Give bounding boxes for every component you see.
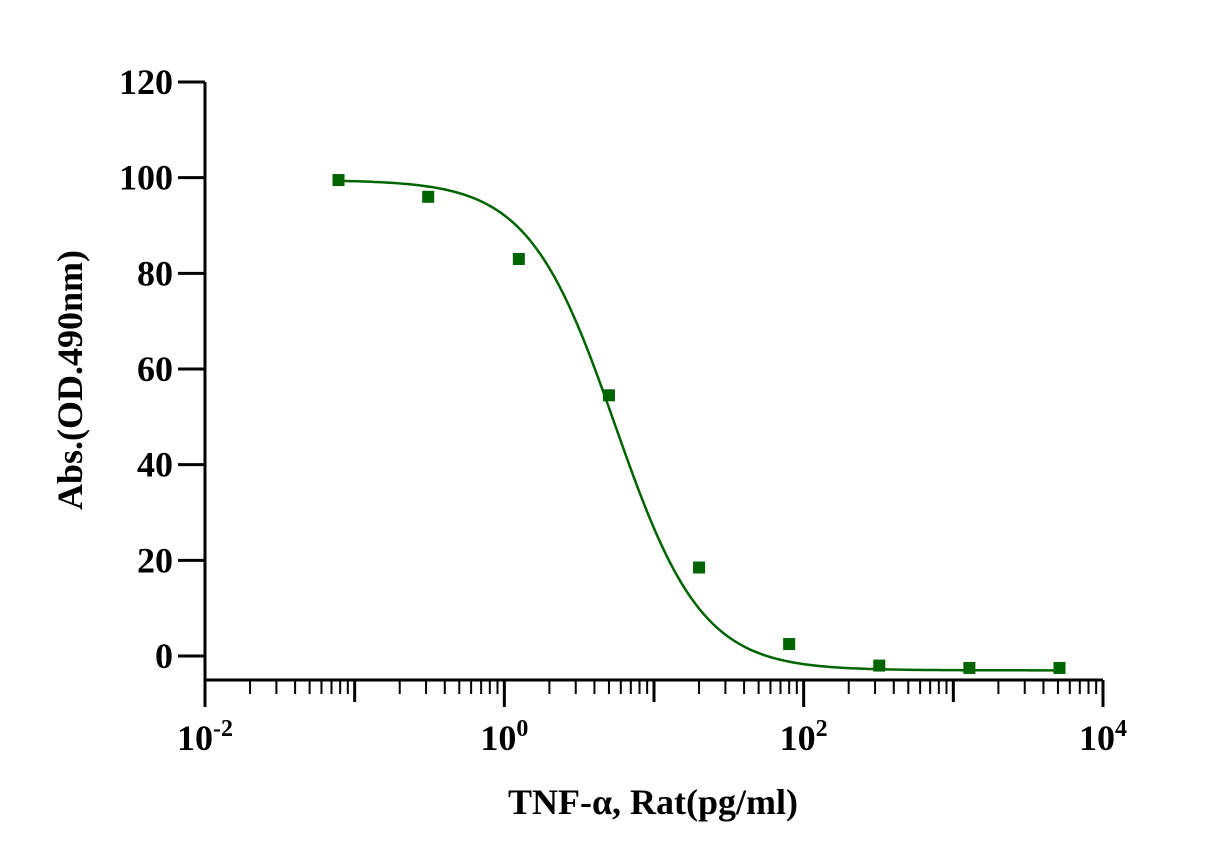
y-tick-label: 0: [155, 636, 173, 676]
plot-area: 0 20 40 60 80 100 120 10-2 100 102 104: [119, 62, 1127, 758]
data-point: [783, 638, 796, 651]
y-tick-label: 80: [137, 253, 173, 293]
data-point: [332, 174, 345, 187]
x-tick-label: 102: [780, 716, 828, 758]
y-tick-label: 120: [119, 62, 173, 102]
y-tick-label: 100: [119, 158, 173, 198]
data-point: [602, 389, 615, 402]
y-tick-label: 40: [137, 445, 173, 485]
x-tick-label: 100: [480, 716, 528, 758]
fit-curve: [338, 179, 1060, 672]
y-tick-label: 20: [137, 540, 173, 580]
data-point: [1053, 661, 1066, 674]
y-tick-label: 60: [137, 349, 173, 389]
data-point: [512, 252, 525, 265]
x-tick-label: 10-2: [177, 716, 233, 758]
data-point: [873, 659, 886, 672]
data-point: [422, 190, 435, 203]
x-tick-label: 104: [1079, 716, 1127, 758]
data-point: [963, 661, 976, 674]
x-axis-title: TNF-α, Rat(pg/ml): [508, 782, 798, 822]
y-axis-title: Abs.(OD.490nm): [50, 250, 90, 510]
data-point: [693, 561, 706, 574]
